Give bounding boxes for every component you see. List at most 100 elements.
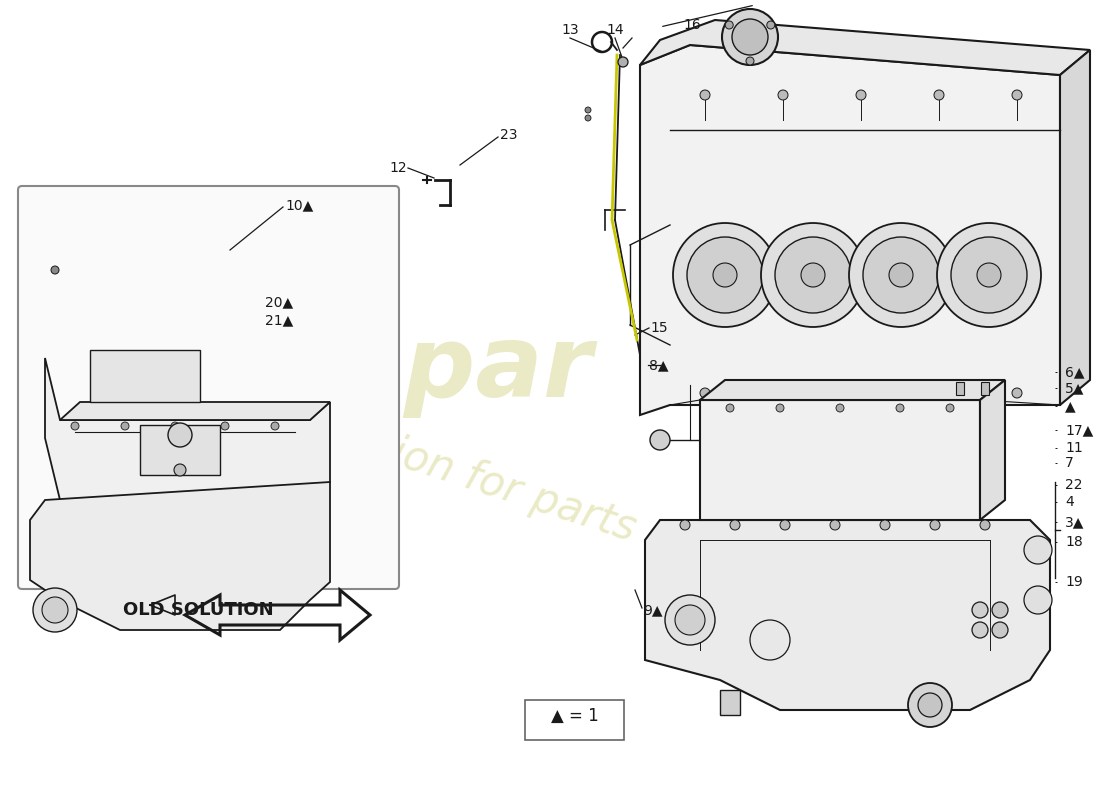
Circle shape (908, 683, 952, 727)
Circle shape (673, 223, 777, 327)
Text: 20▲: 20▲ (265, 295, 293, 309)
Circle shape (732, 19, 768, 55)
Text: ▲ = 1: ▲ = 1 (551, 707, 598, 725)
Circle shape (1012, 388, 1022, 398)
Circle shape (1012, 90, 1022, 100)
Text: 6▲: 6▲ (1065, 365, 1085, 379)
Polygon shape (90, 350, 200, 402)
Text: 23: 23 (500, 128, 517, 142)
Circle shape (880, 520, 890, 530)
Circle shape (776, 237, 851, 313)
Text: 3▲: 3▲ (1065, 515, 1085, 529)
Polygon shape (980, 380, 1005, 520)
Text: 11: 11 (1065, 441, 1082, 455)
Text: 21▲: 21▲ (265, 313, 294, 327)
Circle shape (585, 107, 591, 113)
Polygon shape (45, 358, 330, 500)
Text: ▲: ▲ (1065, 399, 1076, 413)
Circle shape (864, 237, 939, 313)
Circle shape (221, 422, 229, 430)
Text: 16: 16 (683, 18, 701, 32)
Circle shape (918, 693, 942, 717)
Text: 5▲: 5▲ (1065, 381, 1085, 395)
Circle shape (72, 422, 79, 430)
Circle shape (952, 237, 1027, 313)
Text: 8▲: 8▲ (649, 358, 669, 372)
Circle shape (856, 388, 866, 398)
Text: 7: 7 (1065, 456, 1074, 470)
Circle shape (170, 422, 179, 430)
Polygon shape (720, 690, 740, 715)
Circle shape (725, 21, 734, 29)
Circle shape (836, 404, 844, 412)
Polygon shape (640, 20, 1090, 75)
Circle shape (688, 237, 763, 313)
Circle shape (780, 520, 790, 530)
Circle shape (174, 464, 186, 476)
Circle shape (889, 263, 913, 287)
Circle shape (1024, 536, 1052, 564)
Circle shape (946, 404, 954, 412)
Polygon shape (640, 45, 1060, 415)
Circle shape (680, 520, 690, 530)
Circle shape (750, 620, 790, 660)
Text: OLD SOLUTION: OLD SOLUTION (123, 601, 274, 619)
Circle shape (801, 263, 825, 287)
Polygon shape (956, 382, 964, 395)
Circle shape (168, 423, 192, 447)
Circle shape (51, 266, 59, 274)
Polygon shape (645, 520, 1050, 710)
Polygon shape (30, 482, 330, 630)
Polygon shape (700, 380, 1005, 400)
Circle shape (1024, 586, 1052, 614)
Polygon shape (700, 400, 980, 520)
Circle shape (934, 388, 944, 398)
Circle shape (776, 404, 784, 412)
Circle shape (896, 404, 904, 412)
Text: eurospar: eurospar (87, 322, 593, 418)
Text: 9▲: 9▲ (644, 603, 662, 617)
Circle shape (722, 9, 778, 65)
Circle shape (33, 588, 77, 632)
Circle shape (767, 21, 774, 29)
FancyBboxPatch shape (18, 186, 399, 589)
Text: 12: 12 (389, 161, 407, 175)
Text: 18: 18 (1065, 535, 1082, 549)
Text: maserati: maserati (807, 286, 933, 334)
Circle shape (992, 622, 1008, 638)
Polygon shape (981, 382, 989, 395)
Text: 10▲: 10▲ (285, 198, 314, 212)
Circle shape (585, 115, 591, 121)
Text: 13: 13 (561, 23, 579, 37)
Polygon shape (1060, 50, 1090, 405)
Circle shape (726, 404, 734, 412)
Circle shape (937, 223, 1041, 327)
Circle shape (856, 90, 866, 100)
Circle shape (713, 263, 737, 287)
Circle shape (977, 263, 1001, 287)
Circle shape (700, 90, 710, 100)
Circle shape (992, 602, 1008, 618)
Circle shape (746, 57, 754, 65)
Text: 17▲: 17▲ (1065, 423, 1093, 437)
Circle shape (271, 422, 279, 430)
Circle shape (830, 520, 840, 530)
Polygon shape (140, 425, 220, 475)
Circle shape (849, 223, 953, 327)
Circle shape (675, 605, 705, 635)
Circle shape (930, 520, 940, 530)
Circle shape (972, 622, 988, 638)
Text: 19: 19 (1065, 575, 1082, 589)
Text: 15: 15 (650, 321, 668, 335)
Text: 14: 14 (606, 23, 624, 37)
FancyBboxPatch shape (525, 700, 624, 740)
Circle shape (778, 90, 788, 100)
Circle shape (980, 520, 990, 530)
Circle shape (730, 520, 740, 530)
Circle shape (650, 430, 670, 450)
Polygon shape (60, 402, 330, 420)
Circle shape (618, 57, 628, 67)
Circle shape (934, 90, 944, 100)
Circle shape (778, 388, 788, 398)
Circle shape (121, 422, 129, 430)
